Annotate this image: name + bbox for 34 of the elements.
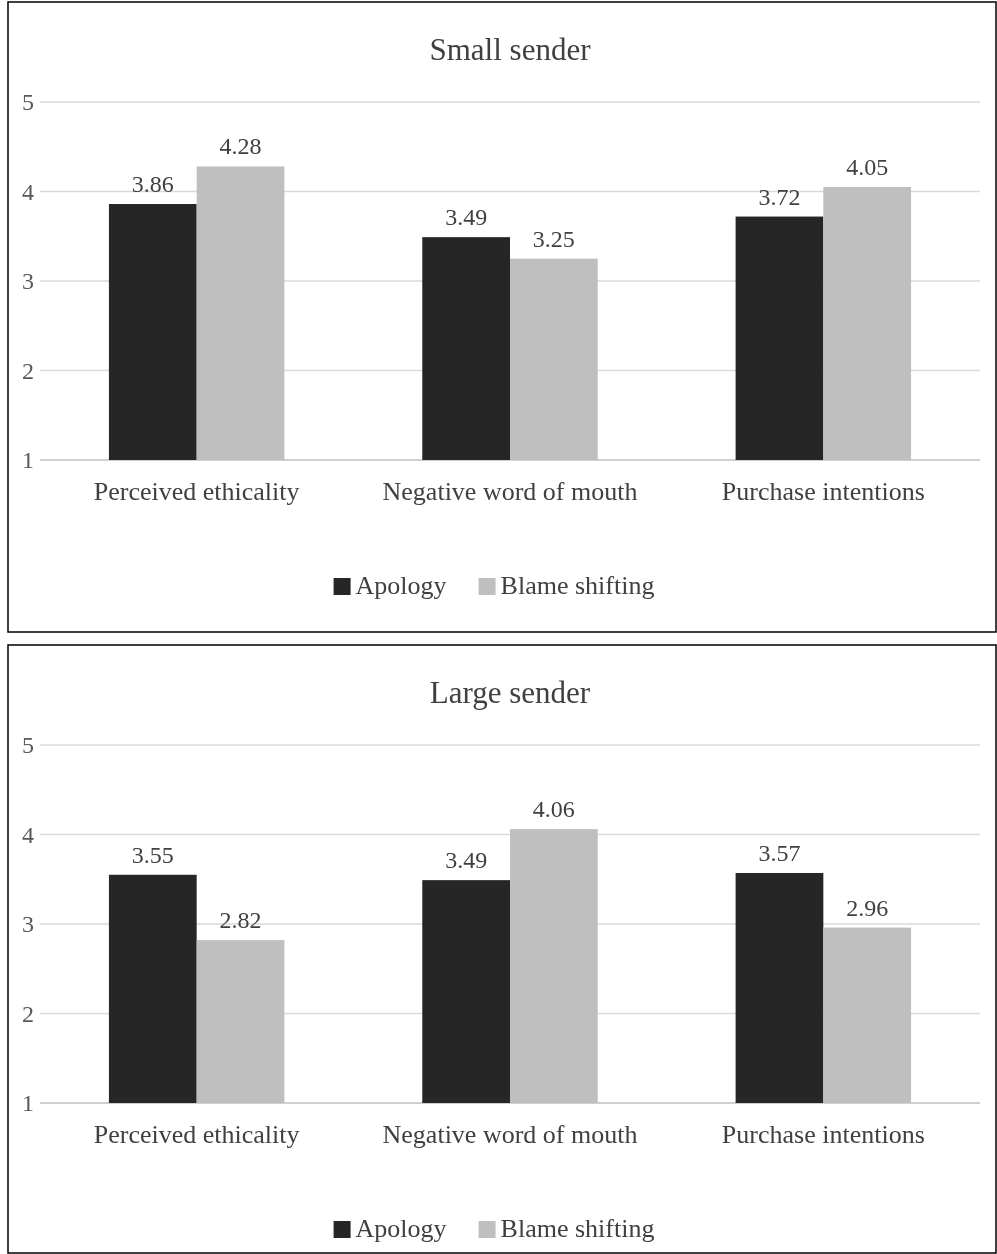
y-tick-label: 2 (22, 357, 34, 384)
x-tick-label: Negative word of mouth (382, 1120, 638, 1149)
chart-title: Small sender (429, 32, 592, 67)
data-label: 4.06 (532, 796, 575, 823)
legend-label: Blame shifting (500, 1214, 655, 1243)
x-tick-label: Perceived ethicality (93, 477, 300, 506)
y-tick-label: 1 (22, 1090, 34, 1117)
data-label: 3.86 (131, 171, 174, 198)
data-label: 3.49 (445, 847, 488, 874)
y-tick-label: 3 (22, 911, 34, 938)
y-tick-label: 5 (22, 89, 34, 116)
data-label: 4.28 (219, 133, 262, 160)
data-label: 2.82 (219, 907, 262, 934)
chart-title: Large sender (429, 675, 591, 710)
x-tick-label: Purchase intentions (721, 1120, 925, 1149)
legend-label: Apology (355, 1214, 447, 1243)
legend-label: Blame shifting (500, 571, 655, 600)
data-label: 3.57 (758, 839, 801, 866)
x-tick-label: Perceived ethicality (93, 1120, 300, 1149)
y-tick-label: 3 (22, 268, 34, 295)
x-tick-label: Negative word of mouth (382, 477, 638, 506)
y-tick-label: 5 (22, 732, 34, 759)
data-label: 4.05 (846, 154, 889, 181)
y-tick-label: 4 (22, 178, 34, 205)
x-tick-label: Purchase intentions (721, 477, 925, 506)
legend-label: Apology (355, 571, 447, 600)
data-label: 3.25 (532, 225, 575, 252)
y-tick-label: 1 (22, 447, 34, 474)
y-tick-label: 2 (22, 1000, 34, 1027)
data-label: 2.96 (846, 894, 889, 921)
y-tick-label: 4 (22, 821, 34, 848)
data-label: 3.55 (131, 841, 174, 868)
data-label: 3.72 (758, 183, 801, 210)
data-label: 3.49 (445, 204, 488, 231)
